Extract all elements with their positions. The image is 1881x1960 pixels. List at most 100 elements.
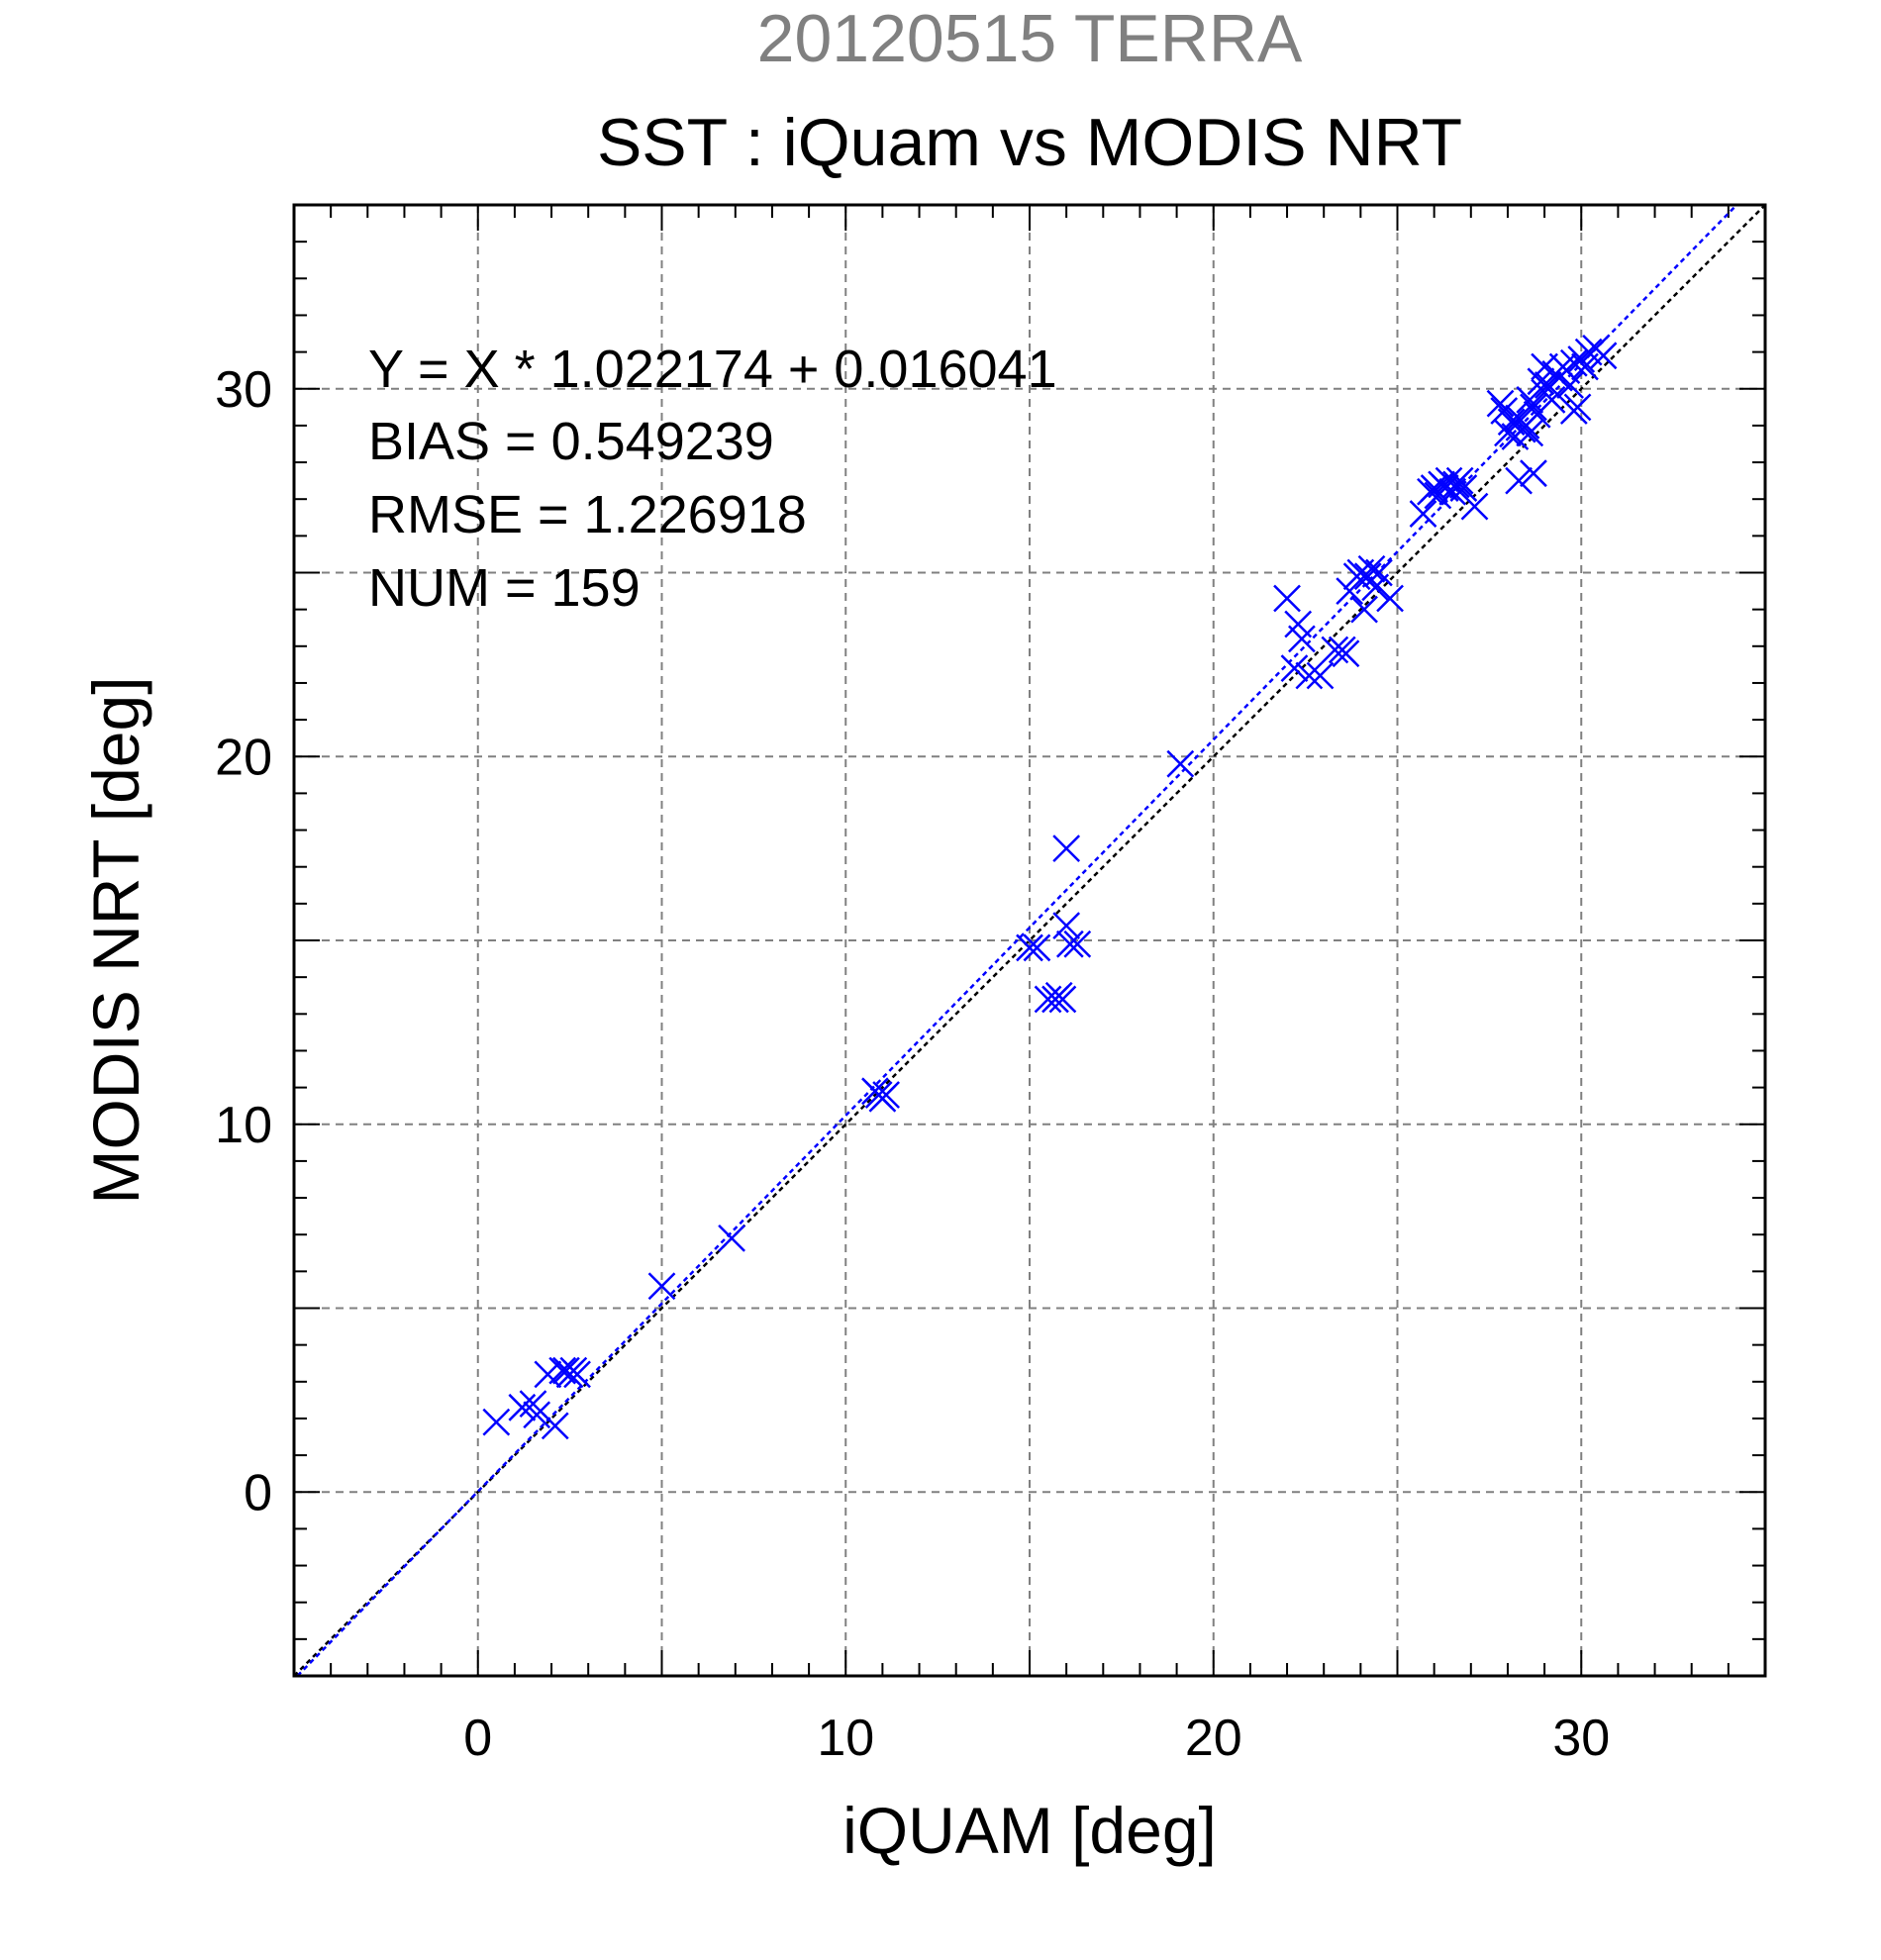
data-point [519, 1390, 547, 1418]
data-point [1321, 636, 1349, 664]
y-tick-label: 10 [215, 1097, 272, 1154]
data-point-stroke [1589, 342, 1618, 370]
data-point [1559, 348, 1588, 377]
data-point [1520, 459, 1547, 488]
num-text: NUM = 159 [368, 558, 641, 618]
data-point [1516, 386, 1544, 414]
plot-frame [292, 203, 1767, 1678]
tick-labels: 0 10 20 30 0 10 20 30 [215, 361, 1610, 1767]
x-tick-label: 20 [1185, 1710, 1242, 1767]
data-point-stroke [1559, 348, 1588, 377]
data-point-stroke [1505, 466, 1533, 495]
data-point-stroke [1486, 389, 1515, 418]
data-point-stroke [1409, 500, 1437, 528]
data-point [508, 1393, 537, 1421]
data-point-stroke [548, 1356, 577, 1385]
data-point [1023, 933, 1051, 962]
data-point-stroke [541, 1412, 569, 1440]
data-point-stroke [1445, 466, 1474, 495]
chart-suptitle: 20120515 TERRA [757, 1, 1303, 76]
data-point [563, 1360, 591, 1389]
annotation-block: Y = X * 1.022174 + 0.016041 BIAS = 0.549… [368, 340, 1057, 618]
data-point-stroke [508, 1393, 537, 1421]
data-point-stroke [1016, 933, 1043, 962]
data-point-stroke [1435, 466, 1463, 495]
data-point-stroke [1166, 749, 1195, 778]
data-point-stroke [1350, 595, 1378, 624]
data-point [1166, 749, 1195, 778]
data-point [1556, 371, 1584, 399]
fit-equation-text: Y = X * 1.022174 + 0.016041 [368, 340, 1057, 399]
data-point-stroke [718, 1225, 745, 1252]
reference-lines [293, 204, 1766, 1677]
data-point-stroke [1537, 386, 1566, 414]
data-point-stroke [1063, 930, 1092, 958]
data-point-stroke [1376, 584, 1404, 613]
chart-title: SST : iQuam vs MODIS NRT [597, 105, 1462, 180]
data-point-stroke [1055, 930, 1084, 958]
data-point-stroke [1563, 393, 1592, 422]
data-point [1295, 661, 1324, 690]
data-point [1520, 393, 1547, 422]
data-point-stroke [1273, 584, 1301, 613]
data-point [1350, 595, 1378, 624]
data-point [523, 1401, 551, 1429]
data-point [1537, 386, 1566, 414]
data-point [1505, 466, 1533, 495]
data-point-stroke [1497, 408, 1526, 437]
data-point-stroke [1490, 397, 1519, 425]
data-point-stroke [1295, 661, 1324, 690]
data-point-stroke [1052, 912, 1081, 940]
data-point [1336, 577, 1364, 605]
data-point-stroke [1280, 654, 1309, 682]
data-point-stroke [1520, 459, 1547, 488]
data-point-stroke [523, 1401, 551, 1429]
data-point [1486, 389, 1515, 418]
data-point-stroke [1420, 474, 1448, 502]
data-point [1435, 466, 1463, 495]
data-point-stroke [1321, 636, 1349, 664]
data-point [872, 1081, 900, 1109]
data-point-stroke [1336, 577, 1364, 605]
data-point [1376, 584, 1404, 613]
data-point [1034, 985, 1062, 1014]
data-point-stroke [1288, 625, 1316, 653]
data-point [1409, 500, 1437, 528]
data-point [1420, 474, 1448, 502]
bias-text: BIAS = 0.549239 [368, 412, 774, 471]
data-point-stroke [1357, 554, 1386, 583]
data-point [1357, 554, 1386, 583]
y-tick-label: 20 [215, 729, 272, 786]
data-point-stroke [647, 1272, 676, 1301]
data-point [1016, 933, 1043, 962]
data-point [1273, 584, 1301, 613]
data-point [718, 1225, 745, 1252]
data-point-stroke [1460, 492, 1489, 521]
data-point [1449, 474, 1478, 502]
data-point-stroke [1556, 371, 1584, 399]
data-point [1445, 466, 1474, 495]
data-point [1055, 930, 1084, 958]
data-point-stroke [1574, 338, 1603, 366]
y-axis-label: MODIS NRT [deg] [79, 676, 152, 1204]
data-point-stroke [1449, 474, 1478, 502]
data-point [482, 1408, 511, 1436]
data-point-stroke [1516, 419, 1544, 447]
data-point [1563, 393, 1592, 422]
data-point [1516, 419, 1544, 447]
data-point-stroke [1034, 985, 1062, 1014]
data-point [1048, 985, 1077, 1014]
data-point-stroke [519, 1390, 547, 1418]
x-tick-label: 30 [1552, 1710, 1610, 1767]
data-point-stroke [1284, 610, 1313, 638]
data-points [482, 335, 1618, 1440]
fit-line [296, 204, 1738, 1677]
x-tick-label: 10 [817, 1710, 874, 1767]
data-point [1280, 654, 1309, 682]
rmse-text: RMSE = 1.226918 [368, 485, 807, 544]
data-point-stroke [563, 1360, 591, 1389]
data-point [1052, 834, 1081, 863]
data-point [647, 1272, 676, 1301]
data-point-stroke [872, 1081, 900, 1109]
